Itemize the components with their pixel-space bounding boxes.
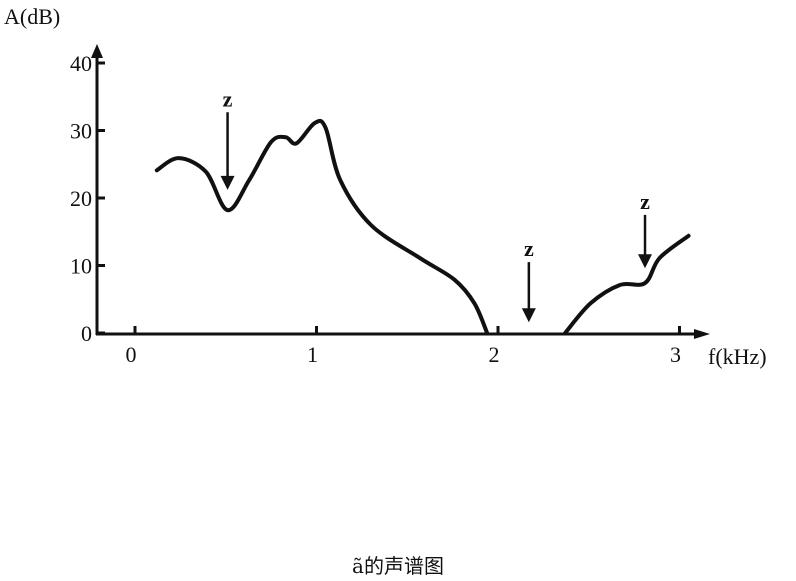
y-tick-label: 10 <box>70 254 92 279</box>
y-tick-label: 40 <box>70 51 92 76</box>
x-tick-label: 0 <box>126 342 137 367</box>
x-tick-label: 2 <box>489 342 500 367</box>
x-tick-label: 3 <box>670 342 681 367</box>
y-axis-arrow <box>91 44 103 58</box>
y-axis-label: A(dB) <box>4 4 60 29</box>
annotation-label: z <box>524 236 534 261</box>
y-tick-label: 20 <box>70 186 92 211</box>
axes: 0 10 20 30 40 0 1 2 3 <box>70 44 710 367</box>
annotation-label: z <box>223 86 233 111</box>
spectrum-curve-segment <box>563 233 691 335</box>
y-tick-label: 0 <box>81 321 92 346</box>
annotation-arrow-head <box>220 175 235 190</box>
figure-caption: ã的声谱图 <box>352 554 444 578</box>
annotation-arrow-head <box>638 254 653 269</box>
x-axis-arrow <box>694 329 710 339</box>
x-axis-label: f(kHz) <box>708 344 767 369</box>
annotation-label: z <box>640 189 650 214</box>
x-tick-label: 1 <box>307 342 318 367</box>
y-tick-label: 30 <box>70 119 92 144</box>
annotation-arrow-head <box>521 308 536 323</box>
spectrum-curve-segment <box>154 118 490 335</box>
marks: z z z <box>154 86 691 335</box>
